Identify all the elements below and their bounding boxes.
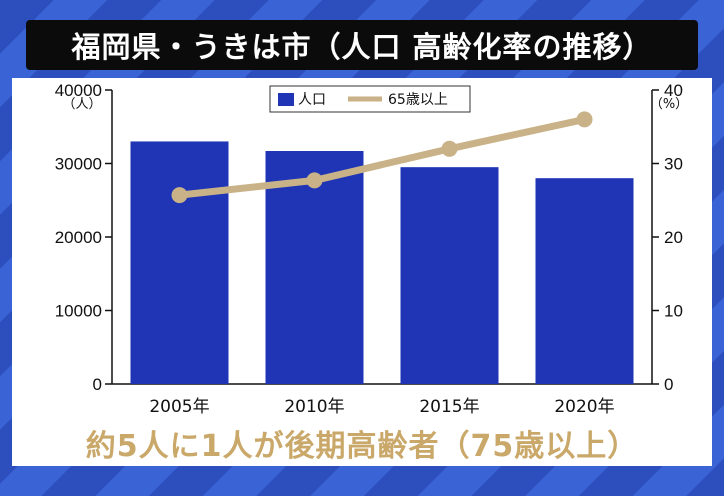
line-point-1 (171, 187, 188, 204)
line-point-2 (306, 172, 323, 189)
right-tick-label: 10 (664, 302, 683, 321)
legend-line-label: 65歳以上 (388, 92, 448, 108)
chart-title: 福岡県・うきは市（人口 高齢化率の推移） (71, 30, 653, 64)
x-tick-label: 2015年 (419, 397, 479, 417)
left-tick-label: 20000 (55, 228, 102, 247)
bar-2 (265, 151, 364, 384)
line-point-3 (441, 140, 458, 157)
title-bar: 福岡県・うきは市（人口 高齢化率の推移） (26, 20, 698, 70)
right-tick-label: 40 (664, 81, 683, 100)
right-tick-label: 20 (664, 228, 683, 247)
x-tick-label: 2005年 (149, 397, 209, 417)
left-tick-label: 10000 (55, 302, 102, 321)
left-tick-label: 40000 (55, 81, 102, 100)
combo-chart: 0 10000 20000 30000 40000（人） 0 10 20 30 40（%） 2005… (55, 81, 688, 417)
line-point-4 (576, 111, 593, 128)
right-tick-label: 0 (664, 375, 673, 394)
bar-1 (130, 141, 229, 384)
legend-bar-label: 人口 (298, 92, 326, 108)
bar-3 (400, 167, 499, 384)
caption-text: 約5人に1人が後期高齢者（75歳以上） (85, 429, 639, 464)
left-tick-label: 30000 (55, 155, 102, 174)
x-tick-label: 2010年 (284, 397, 344, 417)
chart-panel: 0 10000 20000 30000 40000 （人） 0 10 20 30 40 （%） 2005… (12, 78, 712, 420)
caption-panel: 約5人に1人が後期高齢者（75歳以上） (12, 420, 712, 466)
left-tick-label: 0 (93, 375, 102, 394)
right-tick-label: 30 (664, 155, 683, 174)
left-axis-unit: （人） (62, 97, 101, 112)
line-65-plus (179, 115, 586, 199)
x-tick-label: 2020年 (554, 397, 614, 417)
legend-bar-swatch (278, 93, 294, 106)
bar-4 (535, 178, 634, 384)
right-axis-unit: （%） (650, 97, 688, 112)
